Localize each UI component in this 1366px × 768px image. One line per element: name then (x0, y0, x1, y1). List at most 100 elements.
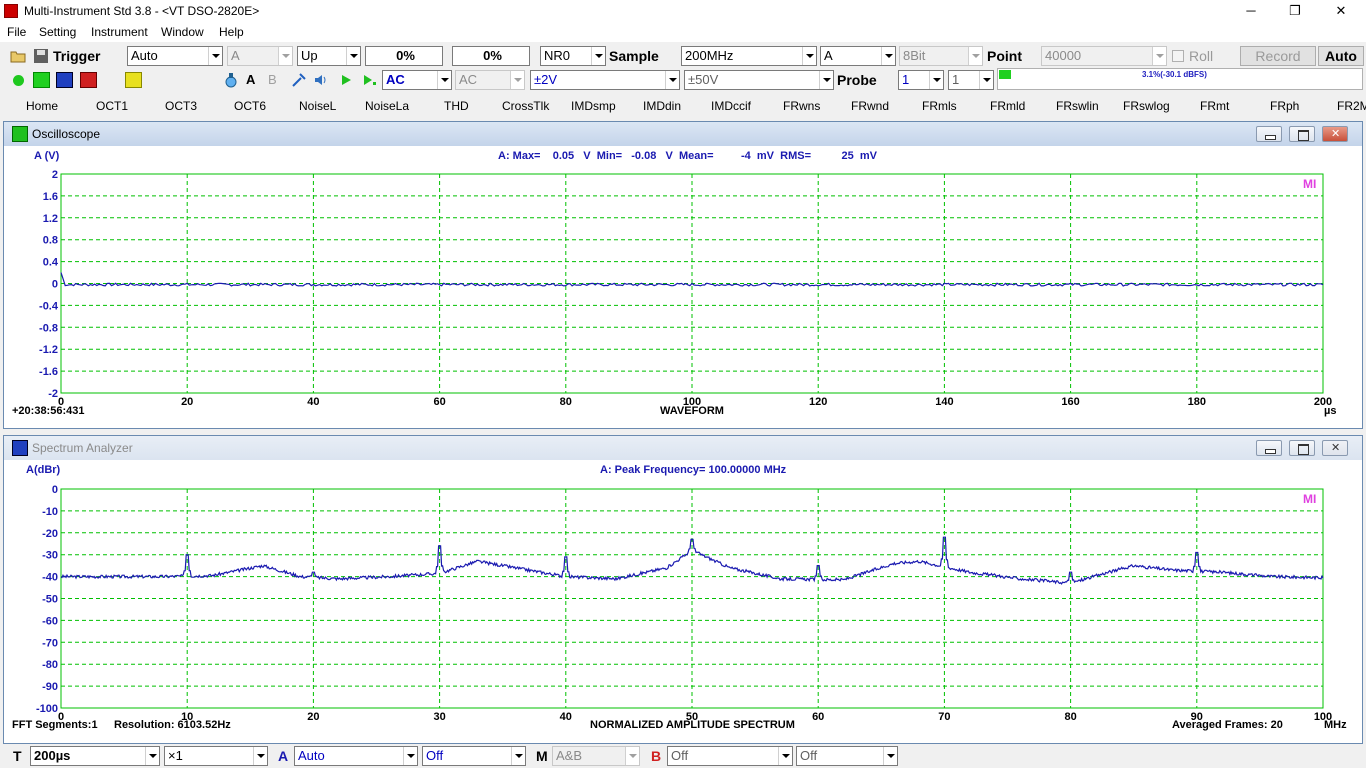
tab-frwns[interactable]: FRwns (783, 99, 821, 113)
coupling-b-select[interactable]: AC (455, 70, 525, 90)
coupling-a-select[interactable]: AC (382, 70, 452, 90)
play-once-icon[interactable] (361, 72, 377, 88)
tab-imdccif[interactable]: IMDccif (711, 99, 751, 113)
channel-a-toggle[interactable]: A (246, 72, 256, 87)
spectrum-maximize-button[interactable] (1289, 440, 1315, 456)
osc-x-tick-label: 0 (58, 396, 64, 408)
menu-help[interactable]: Help (219, 25, 244, 39)
probe-icon[interactable] (223, 72, 239, 88)
auto-button[interactable]: Auto (1318, 46, 1364, 66)
record-button[interactable]: Record (1240, 46, 1316, 66)
trigger-channel-select[interactable]: A (227, 46, 293, 66)
menu-file[interactable]: File (7, 25, 27, 39)
open-folder-icon[interactable] (10, 48, 26, 64)
sample-channel-select[interactable]: A (820, 46, 896, 66)
spectrum-window-icon (12, 440, 28, 456)
save-icon[interactable] (33, 48, 49, 64)
run-status-icon[interactable] (13, 75, 24, 86)
menu-bar: File Setting Instrument Window Help (0, 22, 1366, 42)
tab-noisela[interactable]: NoiseLa (365, 99, 410, 113)
oscilloscope-plot[interactable]: 21.61.20.80.40-0.4-0.8-1.2-1.6-20 20 40 60 8… (4, 146, 1362, 429)
multimeter-icon[interactable] (80, 72, 97, 88)
averaged-frames: Averaged Frames: 20 (1172, 719, 1283, 731)
trigger-mode-select[interactable]: Auto (127, 46, 223, 66)
minimize-button[interactable]: ─ (1246, 3, 1256, 18)
spec-x-tick-label: 40 (560, 711, 572, 723)
spectrum-minimize-button[interactable] (1256, 440, 1282, 456)
tab-oct6[interactable]: OCT6 (234, 99, 267, 113)
spectrum-icon[interactable] (56, 72, 73, 88)
generator-icon[interactable] (125, 72, 142, 88)
probe-b-select[interactable]: 1 (948, 70, 994, 90)
spec-y-tick-label: -40 (42, 572, 58, 584)
tab-fr2m[interactable]: FR2M (1337, 99, 1366, 113)
tab-frwnd[interactable]: FRwnd (851, 99, 890, 113)
oscilloscope-maximize-button[interactable] (1289, 126, 1315, 142)
trigger-level-spinner[interactable]: 0% (365, 46, 443, 66)
restore-button[interactable]: ❐ (1289, 3, 1301, 18)
spectrum-close-button[interactable] (1322, 440, 1348, 456)
play-icon[interactable] (338, 72, 354, 88)
channel-b-toggle[interactable]: B (268, 72, 277, 87)
oscilloscope-close-button[interactable] (1322, 126, 1348, 142)
probe-a-select[interactable]: 1 (898, 70, 944, 90)
channel-a-mode-select[interactable]: Auto (294, 746, 418, 766)
window-title: Multi-Instrument Std 3.8 - <VT DSO-2820E… (24, 4, 260, 18)
range-b-select[interactable]: ±50V (684, 70, 834, 90)
range-a-select[interactable]: ±2V (530, 70, 680, 90)
tab-home[interactable]: Home (26, 99, 59, 113)
cpu-meter-text: 3.1%(-30.1 dBFS) (1142, 70, 1207, 79)
bit-depth-select[interactable]: 8Bit (899, 46, 983, 66)
tab-frmld[interactable]: FRmld (990, 99, 1026, 113)
spec-x-tick-label: 90 (1191, 711, 1203, 723)
math-mode-select[interactable]: A&B (552, 746, 640, 766)
spectrum-peak-frequency: A: Peak Frequency= 100.00000 MHz (600, 464, 787, 476)
sample-rate-select[interactable]: 200MHz (681, 46, 817, 66)
oscilloscope-icon[interactable] (33, 72, 50, 88)
tab-thd[interactable]: THD (444, 99, 469, 113)
oscilloscope-xlabel: WAVEFORM (660, 405, 724, 417)
menu-setting[interactable]: Setting (39, 25, 77, 39)
menu-instrument[interactable]: Instrument (91, 25, 148, 39)
tab-imddin[interactable]: IMDdin (643, 99, 682, 113)
spec-y-tick-label: -90 (42, 681, 58, 693)
spec-x-tick-label: 10 (181, 711, 193, 723)
trigger-edge-select[interactable]: Up (297, 46, 361, 66)
timebase-select[interactable]: 200µs (30, 746, 160, 766)
tab-imdsmp[interactable]: IMDsmp (571, 99, 616, 113)
spec-y-tick-label: -20 (42, 528, 58, 540)
point-select[interactable]: 40000 (1041, 46, 1167, 66)
tab-frmls[interactable]: FRmls (922, 99, 957, 113)
oscilloscope-minimize-button[interactable] (1256, 126, 1282, 142)
oscilloscope-timestamp: +20:38:56:431 (12, 405, 85, 417)
zoom-select[interactable]: ×1 (164, 746, 268, 766)
tab-noisel[interactable]: NoiseL (299, 99, 337, 113)
tab-oct3[interactable]: OCT3 (165, 99, 198, 113)
tab-oct1[interactable]: OCT1 (96, 99, 129, 113)
tab-frmt[interactable]: FRmt (1200, 99, 1230, 113)
calibrate-icon[interactable] (291, 72, 307, 88)
speaker-icon[interactable] (313, 72, 329, 88)
pretrigger-spinner[interactable]: 0% (452, 46, 530, 66)
osc-y-tick-label: 1.2 (43, 213, 58, 225)
spec-y-tick-label: -30 (42, 550, 58, 562)
roll-checkbox[interactable] (1172, 50, 1184, 62)
close-button[interactable]: ✕ (1335, 3, 1347, 18)
spec-y-tick-label: -10 (42, 506, 58, 518)
channel-a-function-select[interactable]: Off (422, 746, 526, 766)
channel-b-function-select[interactable]: Off (796, 746, 898, 766)
menu-window[interactable]: Window (161, 25, 204, 39)
noise-reduction-select[interactable]: NR0 (540, 46, 606, 66)
roll-label: Roll (1189, 48, 1214, 64)
osc-y-tick-label: -2 (48, 388, 58, 400)
tab-crosstlk[interactable]: CrossTlk (502, 99, 550, 113)
tab-frswlin[interactable]: FRswlin (1056, 99, 1099, 113)
channel-b-mode-select[interactable]: Off (667, 746, 793, 766)
tab-frswlog[interactable]: FRswlog (1123, 99, 1170, 113)
spec-trace (60, 536, 1324, 585)
tab-frph[interactable]: FRph (1270, 99, 1300, 113)
osc-y-tick-label: -1.2 (39, 344, 58, 356)
osc-x-tick-label: 160 (1061, 396, 1079, 408)
spec-y-tick-label: -50 (42, 594, 58, 606)
